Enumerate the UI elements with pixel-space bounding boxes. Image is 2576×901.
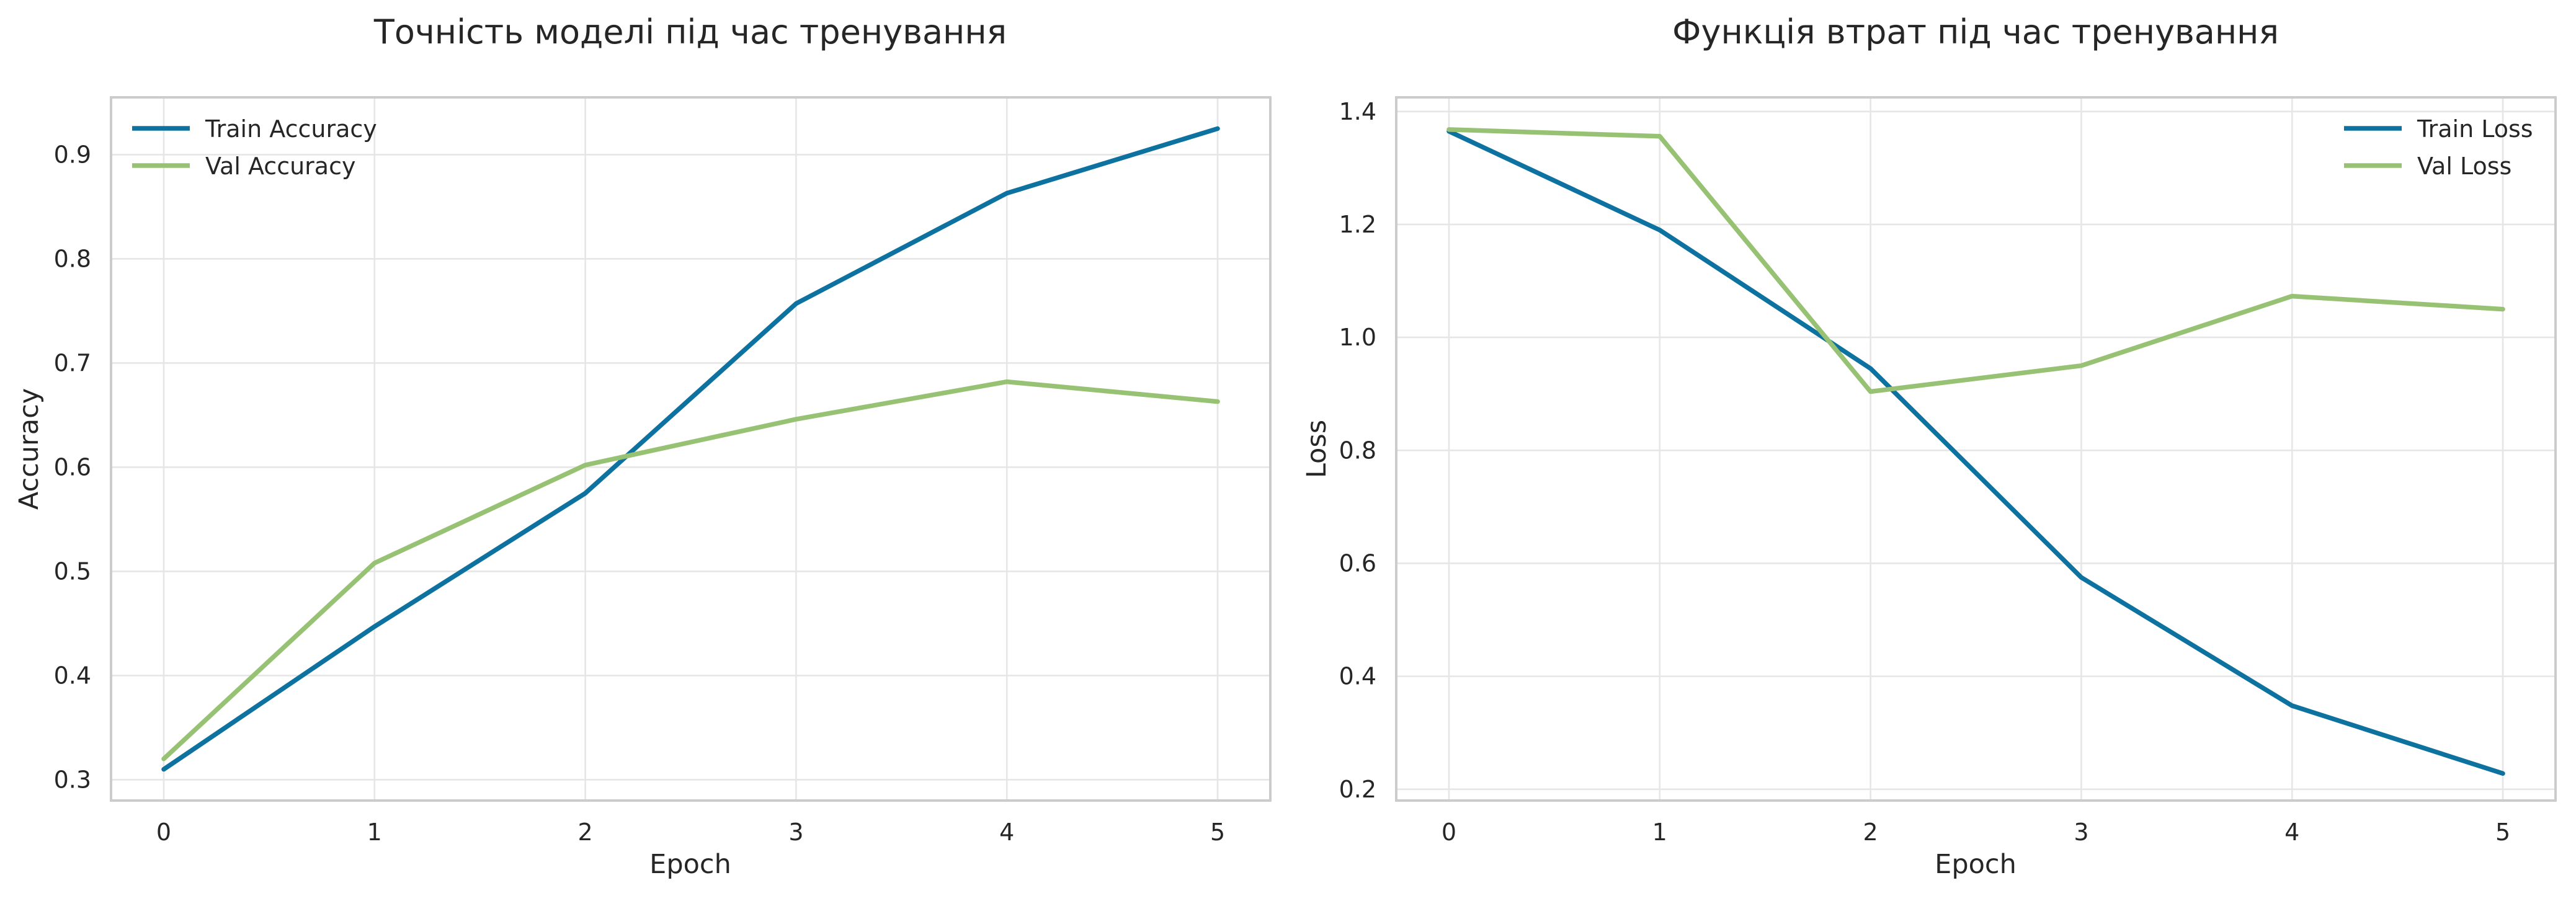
loss-x-tick-label: 3 bbox=[2074, 819, 2088, 846]
loss-series-lines bbox=[1446, 127, 2505, 776]
series-line-train-accuracy bbox=[161, 126, 1220, 772]
series-line-val-accuracy bbox=[161, 379, 1220, 761]
accuracy-x-tick-label: 1 bbox=[367, 819, 382, 846]
legend-label-val-loss: Val Loss bbox=[2417, 153, 2511, 180]
loss-x-tick-label: 4 bbox=[2284, 819, 2299, 846]
loss-plot-frame bbox=[1395, 96, 2557, 802]
accuracy-y-axis-label: Accuracy bbox=[14, 388, 45, 510]
loss-tick-labels: 0 1 2 3 4 5 0.2 0.4 0.6 0.8 1.0 1.2 1.4 bbox=[1339, 98, 2511, 846]
accuracy-plot-frame bbox=[110, 96, 1272, 802]
accuracy-tick-labels: 0 1 2 3 4 5 0.3 0.4 0.5 0.6 0.7 0.8 0.9 bbox=[54, 141, 1226, 846]
loss-legend: Train Loss Val Loss bbox=[2344, 115, 2533, 180]
loss-x-tick-label: 0 bbox=[1442, 819, 1456, 846]
accuracy-x-tick-label: 0 bbox=[156, 819, 171, 846]
loss-gridlines bbox=[1396, 97, 2556, 801]
loss-y-axis-label: Loss bbox=[1301, 420, 1332, 478]
series-line-train-loss bbox=[1446, 128, 2505, 776]
loss-x-tick-label: 1 bbox=[1652, 819, 1667, 846]
loss-y-tick-label: 1.4 bbox=[1339, 98, 1376, 125]
series-line-val-loss bbox=[1446, 127, 2505, 394]
accuracy-x-tick-label: 5 bbox=[1210, 819, 1225, 846]
loss-x-axis-label: Epoch bbox=[1935, 849, 2017, 880]
accuracy-y-tick-label: 0.7 bbox=[54, 349, 91, 376]
accuracy-x-tick-label: 3 bbox=[788, 819, 803, 846]
loss-y-tick-label: 0.8 bbox=[1339, 437, 1376, 464]
loss-x-tick-label: 5 bbox=[2495, 819, 2510, 846]
accuracy-y-tick-label: 0.6 bbox=[54, 453, 91, 481]
accuracy-y-tick-label: 0.5 bbox=[54, 557, 91, 585]
accuracy-y-tick-label: 0.3 bbox=[54, 766, 91, 793]
legend-label-train-loss: Train Loss bbox=[2417, 115, 2533, 143]
loss-y-tick-label: 1.0 bbox=[1339, 324, 1376, 351]
legend-label-train-accuracy: Train Accuracy bbox=[205, 115, 377, 143]
accuracy-x-tick-label: 2 bbox=[577, 819, 592, 846]
accuracy-series-lines bbox=[161, 126, 1220, 772]
accuracy-chart-title: Точність моделі під час тренування bbox=[373, 12, 1007, 51]
accuracy-x-tick-label: 4 bbox=[999, 819, 1014, 846]
loss-y-tick-label: 0.6 bbox=[1339, 549, 1376, 577]
accuracy-gridlines bbox=[111, 97, 1270, 801]
loss-chart: 0 1 2 3 4 5 0.2 0.4 0.6 0.8 1.0 1.2 1.4 Функція втра… bbox=[1301, 12, 2557, 880]
loss-chart-title: Функція втрат під час тренування bbox=[1672, 12, 2279, 51]
accuracy-chart: 0 1 2 3 4 5 0.3 0.4 0.5 0.6 0.7 0.8 0.9 Точність мод… bbox=[14, 12, 1272, 880]
accuracy-y-tick-label: 0.4 bbox=[54, 662, 91, 689]
loss-y-tick-label: 0.2 bbox=[1339, 776, 1376, 803]
loss-y-tick-label: 1.2 bbox=[1339, 211, 1376, 238]
accuracy-x-axis-label: Epoch bbox=[649, 849, 731, 880]
accuracy-legend: Train Accuracy Val Accuracy bbox=[132, 115, 377, 180]
loss-x-tick-label: 2 bbox=[1863, 819, 1878, 846]
accuracy-y-tick-label: 0.9 bbox=[54, 141, 91, 168]
loss-y-tick-label: 0.4 bbox=[1339, 663, 1376, 690]
accuracy-y-tick-label: 0.8 bbox=[54, 245, 91, 272]
legend-label-val-accuracy: Val Accuracy bbox=[205, 153, 355, 180]
